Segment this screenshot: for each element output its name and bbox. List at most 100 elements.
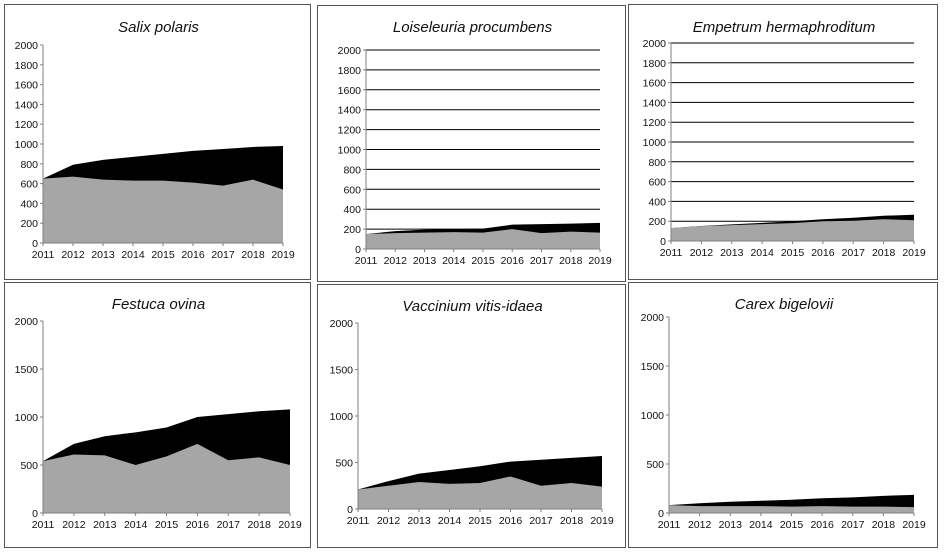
y-tick-label: 1500 — [15, 364, 39, 376]
y-tick-label: 500 — [20, 460, 38, 472]
chart-title: Festuca ovina — [112, 296, 205, 313]
area-series-0 — [358, 476, 602, 509]
x-tick-label: 2014 — [749, 519, 773, 531]
y-tick-label: 800 — [20, 159, 38, 171]
chart-panel-empetrum-hermaphroditum: Empetrum hermaphroditum 0 200 400 600 800 1000… — [628, 4, 938, 280]
y-tick-label: 0 — [660, 236, 666, 248]
x-tick-label: 2013 — [719, 519, 743, 531]
y-tick-label: 800 — [343, 164, 361, 176]
y-tick-label: 400 — [20, 198, 38, 210]
chart-title: Carex bigelovii — [735, 296, 834, 313]
y-tick-label: 2000 — [15, 40, 39, 52]
x-tick-label: 2018 — [560, 515, 584, 527]
x-tick-label: 2013 — [720, 247, 744, 259]
x-tick-label: 2015 — [151, 249, 175, 261]
x-tick-label: 2011 — [355, 255, 378, 267]
y-tick-label: 1400 — [338, 105, 362, 117]
y-tick-label: 500 — [335, 458, 353, 470]
area-series-0 — [43, 176, 283, 243]
x-tick-label: 2019 — [278, 519, 302, 531]
chart-panel-vaccinium-vitis-idaea: Vaccinium vitis-idaea 0 500 1000 1500 2000 201… — [317, 284, 626, 548]
x-tick-label: 2011 — [660, 247, 683, 259]
y-tick-label: 200 — [20, 218, 38, 230]
y-tick-label: 0 — [658, 508, 664, 520]
x-tick-label: 2018 — [872, 519, 896, 531]
x-tick-label: 2019 — [590, 515, 614, 527]
x-tick-label: 2017 — [217, 519, 241, 531]
x-tick-label: 2019 — [902, 519, 926, 531]
x-tick-label: 2015 — [155, 519, 179, 531]
x-tick-label: 2015 — [781, 247, 805, 259]
y-tick-label: 1400 — [643, 97, 667, 109]
y-tick-label: 1200 — [643, 117, 667, 129]
x-tick-label: 2017 — [530, 255, 554, 267]
y-tick-label: 200 — [648, 216, 666, 228]
y-tick-label: 0 — [32, 238, 38, 250]
y-tick-label: 1000 — [15, 412, 39, 424]
x-tick-label: 2011 — [32, 519, 55, 531]
x-tick-label: 2013 — [93, 519, 117, 531]
chart-title: Salix polaris — [118, 19, 199, 36]
x-tick-label: 2012 — [61, 249, 85, 261]
x-tick-label: 2018 — [247, 519, 271, 531]
x-tick-label: 2013 — [407, 515, 431, 527]
y-tick-label: 1800 — [643, 58, 667, 70]
x-tick-label: 2019 — [588, 255, 612, 267]
x-tick-label: 2011 — [658, 519, 681, 531]
chart-panel-festuca-ovina: Festuca ovina 0 500 1000 1500 2000 2011 2012 201… — [4, 282, 311, 548]
y-tick-label: 2000 — [643, 38, 667, 50]
x-tick-label: 2012 — [377, 515, 401, 527]
x-tick-label: 2014 — [442, 255, 466, 267]
y-tick-label: 600 — [343, 184, 361, 196]
y-tick-label: 0 — [355, 244, 361, 256]
x-tick-label: 2018 — [559, 255, 583, 267]
chart-panel-loiseleuria-procumbens: Loiseleuria procumbens 0 200 400 600 800 1000 1… — [317, 5, 626, 282]
chart-panel-salix-polaris: Salix polaris 0 200 400 600 800 1000 1200 1400 16… — [4, 4, 311, 280]
x-tick-label: 2019 — [271, 249, 295, 261]
y-tick-label: 2000 — [330, 318, 354, 330]
x-tick-label: 2016 — [181, 249, 205, 261]
chart-title: Loiseleuria procumbens — [393, 19, 553, 36]
x-tick-label: 2018 — [872, 247, 896, 259]
x-tick-label: 2016 — [186, 519, 210, 531]
y-tick-label: 500 — [646, 459, 664, 471]
x-tick-label: 2012 — [690, 247, 714, 259]
chart-panel-carex-bigelovii: Carex bigelovii 0 500 1000 1500 2000 2011 2012 2… — [628, 282, 938, 548]
y-tick-label: 1500 — [641, 361, 665, 373]
y-tick-label: 2000 — [338, 45, 362, 57]
x-tick-label: 2014 — [750, 247, 774, 259]
y-tick-label: 1000 — [15, 139, 39, 151]
x-tick-label: 2019 — [902, 247, 926, 259]
chart-title: Vaccinium vitis-idaea — [402, 298, 542, 315]
chart-title: Empetrum hermaphroditum — [693, 19, 876, 36]
y-tick-label: 1000 — [338, 145, 362, 157]
area-series-0 — [43, 443, 290, 513]
y-tick-label: 1000 — [330, 411, 354, 423]
y-tick-label: 1000 — [641, 410, 665, 422]
x-tick-label: 2017 — [841, 519, 865, 531]
y-tick-label: 1800 — [15, 60, 39, 72]
chart-svg: Loiseleuria procumbens 0 200 400 600 800 1000 1… — [338, 19, 612, 267]
x-tick-label: 2013 — [413, 255, 437, 267]
x-tick-label: 2014 — [121, 249, 145, 261]
x-tick-label: 2017 — [842, 247, 866, 259]
y-tick-label: 1600 — [15, 80, 39, 92]
y-tick-label: 0 — [32, 508, 38, 520]
chart-svg: Salix polaris 0 200 400 600 800 1000 1200 1400 16… — [15, 19, 295, 261]
x-tick-label: 2011 — [32, 249, 55, 261]
y-tick-label: 1600 — [338, 85, 362, 97]
x-tick-label: 2013 — [91, 249, 115, 261]
y-tick-label: 1400 — [15, 99, 39, 111]
x-tick-label: 2016 — [810, 519, 834, 531]
y-tick-label: 1000 — [643, 137, 667, 149]
x-tick-label: 2015 — [780, 519, 804, 531]
chart-svg: Carex bigelovii 0 500 1000 1500 2000 2011 2012 2… — [641, 296, 926, 531]
chart-svg: Festuca ovina 0 500 1000 1500 2000 2011 2012 201… — [15, 296, 302, 531]
y-tick-label: 1200 — [15, 119, 39, 131]
x-tick-label: 2016 — [501, 255, 525, 267]
y-tick-label: 800 — [648, 157, 666, 169]
x-tick-label: 2015 — [471, 255, 495, 267]
x-tick-label: 2012 — [62, 519, 86, 531]
y-tick-label: 0 — [347, 504, 353, 516]
y-tick-label: 600 — [20, 179, 38, 191]
